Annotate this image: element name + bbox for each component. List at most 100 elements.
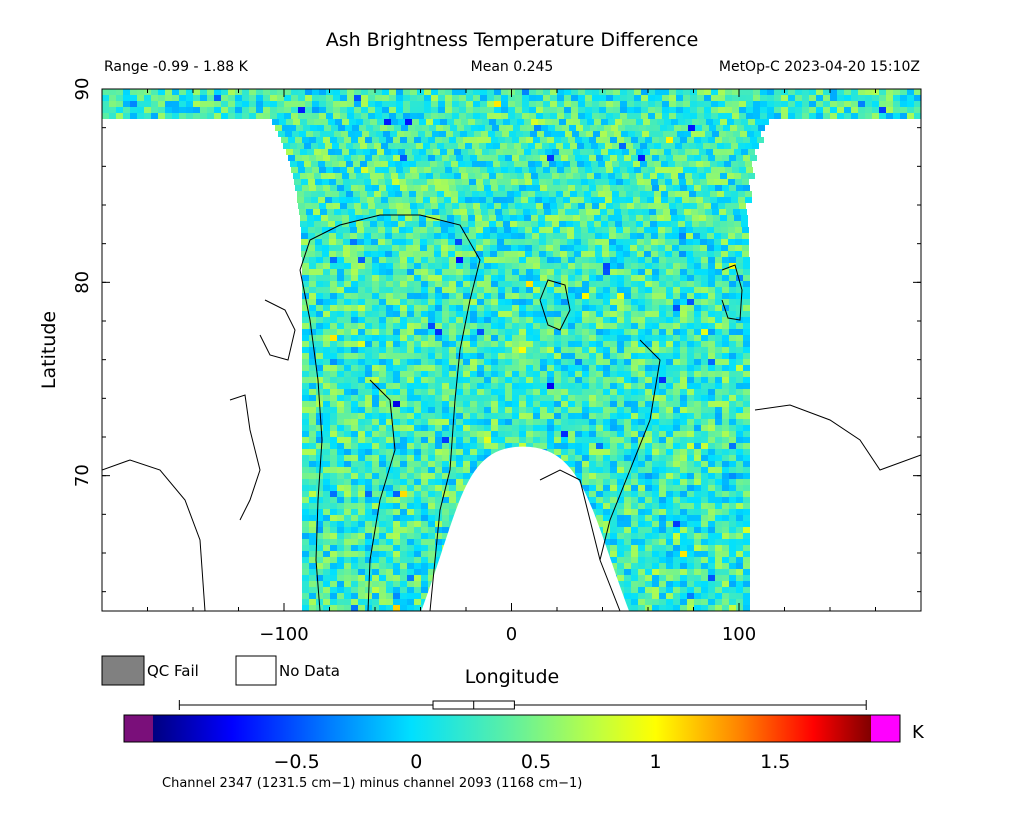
heatmap-cell — [722, 383, 729, 389]
heatmap-cell — [680, 137, 687, 143]
heatmap-cell — [753, 107, 760, 113]
heatmap-cell — [608, 149, 615, 155]
heatmap-cell — [691, 131, 698, 137]
heatmap-cell — [321, 215, 328, 221]
heatmap-cell — [320, 209, 327, 215]
heatmap-cell — [421, 449, 428, 455]
heatmap-cell — [669, 101, 676, 107]
heatmap-cell — [673, 503, 680, 509]
heatmap-cell — [493, 143, 500, 149]
heatmap-cell — [610, 275, 617, 281]
heatmap-cell — [158, 101, 165, 107]
heatmap-cell — [428, 395, 435, 401]
heatmap-cell — [463, 341, 470, 347]
heatmap-cell — [560, 251, 567, 257]
heatmap-cell — [344, 377, 351, 383]
heatmap-cell — [680, 521, 687, 527]
heatmap-cell — [736, 515, 743, 521]
heatmap-cell — [694, 311, 701, 317]
heatmap-cell — [610, 383, 617, 389]
heatmap-cell — [694, 293, 701, 299]
heatmap-cell — [463, 413, 470, 419]
heatmap-cell — [442, 293, 449, 299]
heatmap-cell — [666, 371, 673, 377]
heatmap-cell — [673, 257, 680, 263]
heatmap-cell — [571, 107, 578, 113]
heatmap-cell — [358, 383, 365, 389]
heatmap-cell — [652, 395, 659, 401]
heatmap-cell — [484, 269, 491, 275]
heatmap-cell — [596, 467, 603, 473]
heatmap-cell — [552, 173, 559, 179]
heatmap-cell — [729, 377, 736, 383]
heatmap-cell — [638, 479, 645, 485]
heatmap-cell — [540, 359, 547, 365]
heatmap-cell — [540, 371, 547, 377]
heatmap-cell — [568, 305, 575, 311]
heatmap-cell — [680, 449, 687, 455]
heatmap-cell — [666, 437, 673, 443]
heatmap-cell — [305, 107, 312, 113]
heatmap-cell — [460, 209, 467, 215]
heatmap-cell — [628, 209, 635, 215]
heatmap-cell — [449, 305, 456, 311]
heatmap-cell — [575, 299, 582, 305]
heatmap-cell — [666, 323, 673, 329]
heatmap-cell — [561, 257, 568, 263]
heatmap-cell — [365, 401, 372, 407]
heatmap-cell — [564, 95, 571, 101]
heatmap-cell — [309, 323, 316, 329]
heatmap-cell — [358, 449, 365, 455]
heatmap-cell — [577, 161, 584, 167]
heatmap-cell — [561, 371, 568, 377]
heatmap-cell — [512, 359, 519, 365]
heatmap-cell — [358, 443, 365, 449]
heatmap-cell — [365, 413, 372, 419]
heatmap-cell — [342, 149, 349, 155]
heatmap-cell — [427, 179, 434, 185]
heatmap-cell — [316, 509, 323, 515]
heatmap-cell — [722, 491, 729, 497]
heatmap-cell — [714, 233, 721, 239]
heatmap-cell — [524, 149, 531, 155]
heatmap-cell — [717, 191, 724, 197]
heatmap-cell — [339, 143, 346, 149]
heatmap-cell — [612, 197, 619, 203]
heatmap-cell — [379, 269, 386, 275]
heatmap-cell — [610, 407, 617, 413]
heatmap-cell — [596, 305, 603, 311]
heatmap-cell — [386, 275, 393, 281]
heatmap-cell — [504, 251, 511, 257]
heatmap-cell — [368, 89, 375, 95]
heatmap-cell — [646, 125, 653, 131]
heatmap-cell — [461, 119, 468, 125]
heatmap-cell — [546, 251, 553, 257]
heatmap-cell — [435, 407, 442, 413]
heatmap-cell — [694, 419, 701, 425]
heatmap-cell — [399, 251, 406, 257]
heatmap-cell — [837, 89, 844, 95]
heatmap-cell — [312, 167, 319, 173]
heatmap-cell — [722, 305, 729, 311]
heatmap-cell — [305, 167, 312, 173]
heatmap-cell — [736, 419, 743, 425]
heatmap-cell — [329, 179, 336, 185]
heatmap-cell — [309, 503, 316, 509]
heatmap-cell — [379, 491, 386, 497]
heatmap-cell — [729, 503, 736, 509]
heatmap-cell — [568, 455, 575, 461]
heatmap-cell — [407, 263, 414, 269]
heatmap-cell — [547, 335, 554, 341]
heatmap-cell — [361, 113, 368, 119]
heatmap-cell — [596, 479, 603, 485]
heatmap-cell — [722, 425, 729, 431]
heatmap-cell — [701, 461, 708, 467]
heatmap-cell — [587, 215, 594, 221]
heatmap-cell — [116, 89, 123, 95]
heatmap-cell — [130, 95, 137, 101]
heatmap-cell — [456, 263, 463, 269]
heatmap-cell — [617, 503, 624, 509]
heatmap-cell — [449, 455, 456, 461]
heatmap-cell — [643, 215, 650, 221]
heatmap-cell — [547, 407, 554, 413]
